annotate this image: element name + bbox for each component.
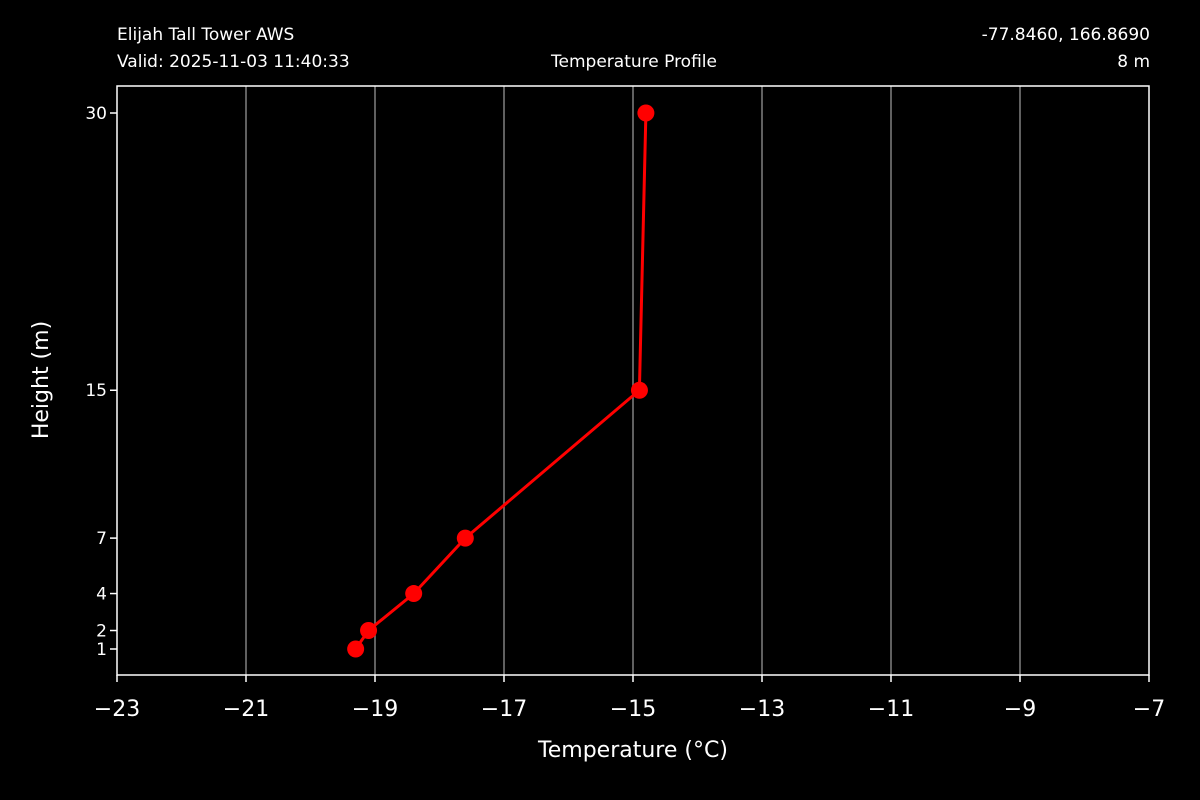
y-axis-label: Height (m)	[29, 321, 54, 439]
x-tick-label: −13	[739, 697, 785, 722]
x-tick-label: −7	[1133, 697, 1165, 722]
y-tick-label: 7	[96, 529, 107, 549]
data-point-layer	[347, 104, 655, 658]
data-point	[637, 104, 655, 122]
data-point	[456, 529, 474, 547]
x-tick-label: −21	[223, 697, 269, 722]
x-tick-label: −15	[610, 697, 656, 722]
x-tick-label: −23	[94, 697, 140, 722]
data-point	[630, 381, 648, 399]
grid-layer	[245, 86, 1021, 675]
y-axis-ticks: 12 4 7 15 30	[85, 104, 117, 660]
x-tick-label: −11	[868, 697, 914, 722]
x-tick-label: −17	[481, 697, 527, 722]
data-point	[360, 622, 378, 640]
x-axis-ticks: −23 −21 −19 −17 −15 −13 −11 −9 −7	[94, 675, 1165, 722]
station-elevation: 8 m	[1117, 52, 1150, 72]
data-point	[347, 640, 365, 658]
x-axis-label: Temperature (°C)	[537, 738, 728, 763]
station-coordinates: -77.8460, 166.8690	[981, 25, 1150, 45]
x-tick-label: −19	[352, 697, 398, 722]
valid-time: Valid: 2025-11-03 11:40:33	[117, 52, 350, 72]
station-name: Elijah Tall Tower AWS	[117, 25, 295, 45]
x-tick-label: −9	[1004, 697, 1036, 722]
data-point	[405, 585, 423, 603]
chart-title: Temperature Profile	[551, 52, 717, 72]
y-tick-label: 1	[96, 640, 107, 660]
y-tick-label: 30	[85, 104, 107, 124]
temperature-series-line	[354, 112, 648, 650]
y-tick-label: 4	[96, 585, 107, 605]
series-line-layer	[354, 112, 648, 650]
y-tick-label: 15	[85, 381, 107, 401]
y-tick-label: 2	[96, 622, 107, 642]
